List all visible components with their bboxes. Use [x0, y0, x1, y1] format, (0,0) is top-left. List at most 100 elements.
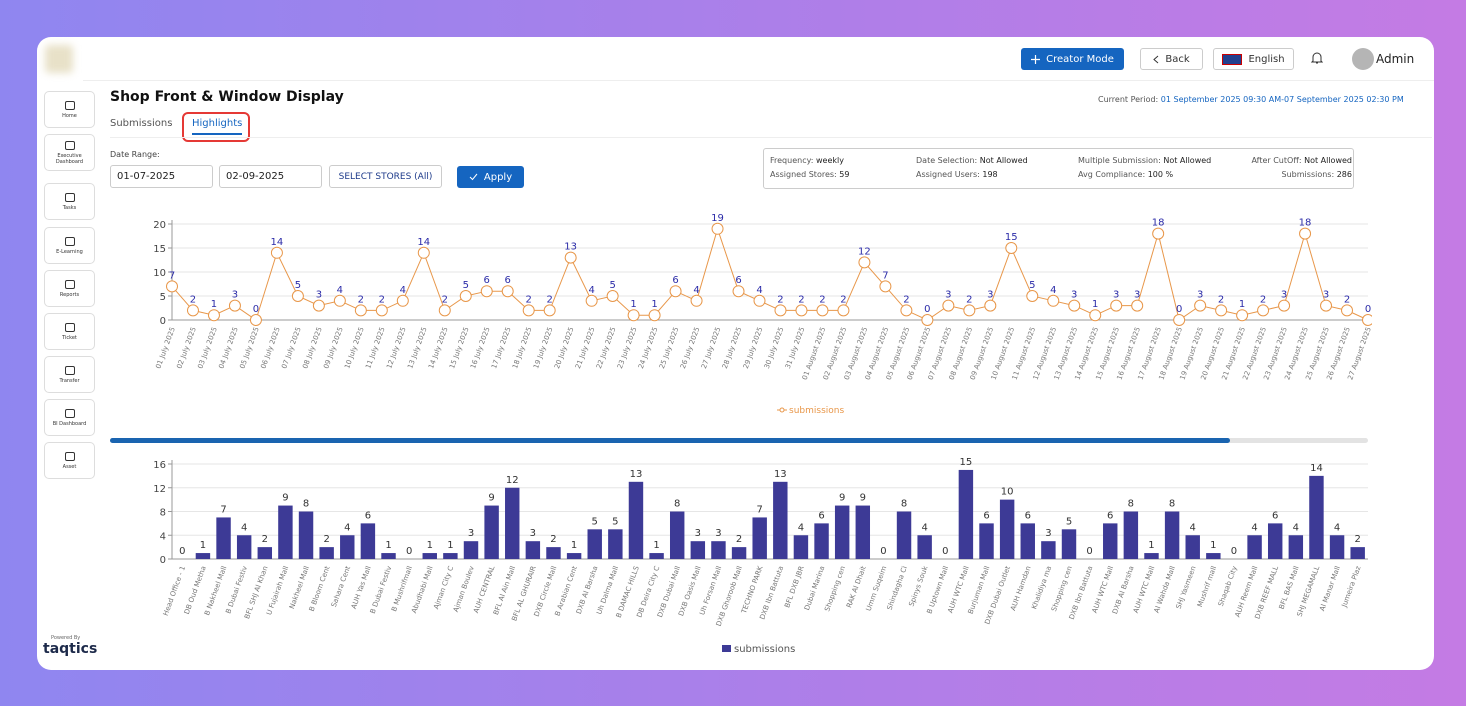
x-tick-label: 27 July 2025: [700, 326, 722, 370]
data-label: 2: [966, 294, 972, 305]
data-label: 18: [1299, 218, 1312, 229]
bar: [1185, 535, 1200, 559]
bar: [628, 481, 644, 559]
sidebar-label: BI Dashboard: [52, 420, 87, 427]
point: [186, 304, 199, 317]
point: [816, 304, 829, 317]
x-tick-label: 29 July 2025: [742, 326, 764, 370]
point: [1257, 304, 1270, 317]
info-label: Date Selection:: [916, 156, 978, 165]
bar: [834, 505, 850, 559]
info-value: Not Allowed: [979, 156, 1028, 165]
data-label: 0: [924, 304, 930, 315]
scroll-thumb[interactable]: [110, 438, 1230, 443]
data-label: 2: [1344, 294, 1350, 305]
point: [480, 285, 493, 298]
creator-mode-button[interactable]: Creator Mode: [1021, 48, 1124, 70]
y-tick-label: 12: [153, 484, 166, 495]
tab[interactable]: Submissions: [110, 118, 173, 129]
bar: [773, 481, 788, 559]
point: [1152, 227, 1165, 240]
point: [606, 290, 619, 302]
y-tick-label: 8: [160, 508, 166, 519]
data-label: 3: [1045, 528, 1051, 539]
point: [1236, 309, 1249, 322]
sidebar-item[interactable]: Ticket: [44, 313, 95, 350]
data-label: 8: [1169, 499, 1175, 510]
x-tick-label: 19 July 2025: [532, 326, 554, 370]
scrollbar[interactable]: [110, 438, 1368, 443]
data-label: 12: [506, 475, 519, 486]
y-tick-label: 5: [160, 292, 166, 303]
x-tick-label: B Dubai Festiv: [224, 565, 249, 615]
point: [1215, 304, 1228, 317]
back-button[interactable]: Back: [1140, 48, 1203, 70]
user-name[interactable]: Admin: [1376, 52, 1415, 66]
bar: [958, 469, 974, 559]
avatar[interactable]: [1352, 48, 1374, 70]
select-stores[interactable]: SELECT STORES (All): [329, 165, 442, 188]
info-label: Frequency:: [770, 156, 814, 165]
apply-button[interactable]: Apply: [457, 166, 524, 188]
x-tick-label: 09 July 2025: [322, 326, 344, 370]
x-tick-label: 28 July 2025: [721, 326, 743, 370]
data-label: 1: [427, 540, 433, 551]
data-label: 2: [798, 294, 804, 305]
bar: [1103, 523, 1118, 559]
logo: [45, 45, 73, 73]
data-label: 4: [337, 285, 343, 296]
data-label: 3: [695, 528, 701, 539]
x-tick-label: B Uptown Mall: [925, 565, 950, 615]
data-label: 12: [858, 246, 871, 257]
bar: [896, 511, 912, 559]
data-label: 5: [463, 280, 469, 291]
data-label: 4: [756, 285, 762, 296]
x-tick-label: Umm Suqeim: [865, 565, 889, 612]
date-from[interactable]: 01-07-2025: [110, 165, 213, 188]
tab-active[interactable]: Highlights: [192, 118, 243, 135]
data-label: 6: [672, 275, 678, 286]
data-label: 6: [818, 510, 824, 521]
data-label: 4: [798, 522, 804, 533]
x-tick-label: Khalidiya ma: [1030, 565, 1053, 610]
icon: [64, 451, 75, 461]
sidebar-item[interactable]: Tasks: [44, 183, 95, 220]
data-label: 7: [757, 504, 763, 515]
sidebar-item[interactable]: Transfer: [44, 356, 95, 393]
language-select[interactable]: English: [1213, 48, 1294, 70]
x-tick-label: AUH CENTRAL: [472, 565, 496, 614]
bar: [814, 523, 829, 559]
point: [1320, 299, 1333, 312]
x-tick-label: DXB Al Barsha: [575, 565, 600, 615]
bell-icon[interactable]: [1311, 51, 1323, 65]
icon: [64, 236, 75, 246]
sidebar-item[interactable]: Reports: [44, 270, 95, 307]
bar: [793, 535, 809, 559]
bar: [1020, 523, 1035, 559]
bar: [360, 523, 376, 559]
x-tick-label: 06 July 2025: [259, 326, 281, 370]
x-tick-label: Ajman Boulev: [452, 565, 476, 613]
period: Current Period: 01 September 2025 09:30 …: [1098, 95, 1404, 104]
info-label: Avg Compliance:: [1078, 170, 1146, 179]
x-tick-label: AUH WTC Mall: [1132, 565, 1156, 614]
plus-icon: [1031, 54, 1041, 64]
date-to[interactable]: 02-09-2025: [219, 165, 322, 188]
data-label: 0: [880, 546, 886, 557]
sidebar-item[interactable]: BI Dashboard: [44, 399, 95, 436]
x-tick-label: 02 July 2025: [175, 326, 197, 370]
bar: [690, 541, 706, 559]
point: [669, 285, 682, 298]
data-label: 5: [1029, 280, 1035, 291]
sidebar-item[interactable]: Executive Dashboard: [44, 134, 95, 171]
data-label: 1: [571, 540, 577, 551]
x-tick-label: 17 July 2025: [490, 326, 512, 370]
sidebar-item[interactable]: Asset: [44, 442, 95, 479]
icon: [64, 365, 75, 375]
info-field: Date Selection: Not Allowed: [916, 156, 1028, 165]
data-label: 3: [530, 528, 536, 539]
sidebar-item[interactable]: E-Learning: [44, 227, 95, 264]
back-icon: [1153, 55, 1159, 63]
sidebar-item[interactable]: Home: [44, 91, 95, 128]
x-tick-label: 27 August 2025: [1346, 326, 1373, 381]
